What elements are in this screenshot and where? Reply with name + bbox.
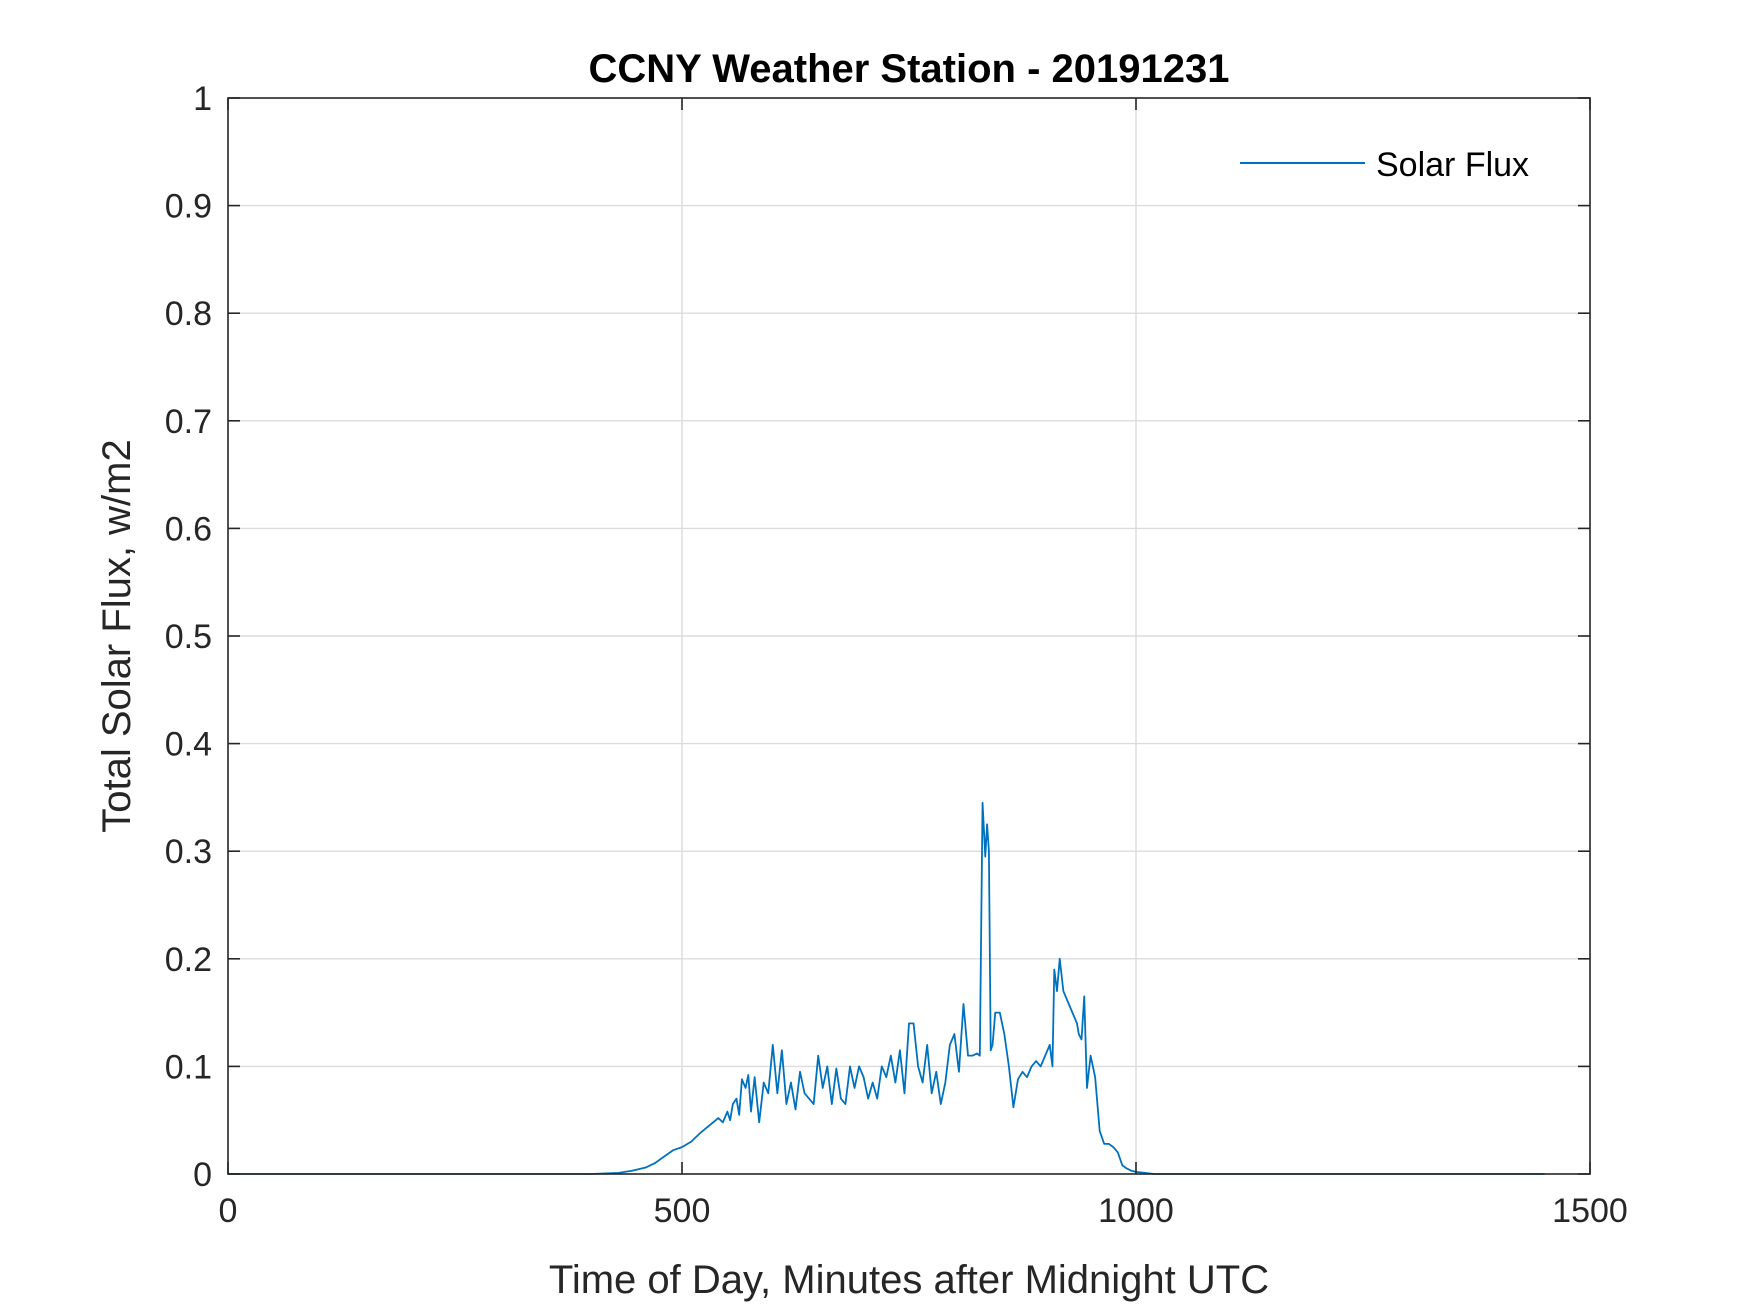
grid: [228, 98, 1590, 1174]
tick-labels: 0 500 1000 1500 0 0.1 0.2 0.3 0.4 0.5 0.6 0.7 0.8 0.9…: [165, 80, 1628, 1230]
y-tick-label: 0: [193, 1156, 212, 1194]
x-tick-label: 1000: [1098, 1192, 1174, 1230]
ticks: [227, 97, 1591, 1175]
y-tick-label: 1: [193, 80, 212, 118]
y-axis-label: Total Solar Flux, w/m2: [95, 439, 139, 832]
legend-label-solar-flux: Solar Flux: [1376, 146, 1529, 184]
y-tick-label: 0.7: [165, 403, 212, 441]
y-tick-label: 0.1: [165, 1048, 212, 1086]
y-tick-label: 0.8: [165, 295, 212, 333]
x-tick-label: 1500: [1552, 1192, 1628, 1230]
legend[interactable]: Solar Flux: [1240, 146, 1529, 184]
series-line-solar-flux: [228, 801, 1545, 1175]
y-tick-label: 0.6: [165, 510, 212, 548]
chart-title: CCNY Weather Station - 20191231: [589, 47, 1230, 91]
y-tick-label: 0.3: [165, 833, 212, 871]
y-tick-label: 0.4: [165, 726, 212, 764]
x-tick-label: 0: [219, 1192, 238, 1230]
x-tick-label: 500: [654, 1192, 711, 1230]
y-tick-label: 0.2: [165, 941, 212, 979]
x-axis-label: Time of Day, Minutes after Midnight UTC: [549, 1258, 1269, 1302]
y-tick-label: 0.5: [165, 618, 212, 656]
series-layer: [228, 801, 1545, 1175]
y-tick-label: 0.9: [165, 188, 212, 226]
